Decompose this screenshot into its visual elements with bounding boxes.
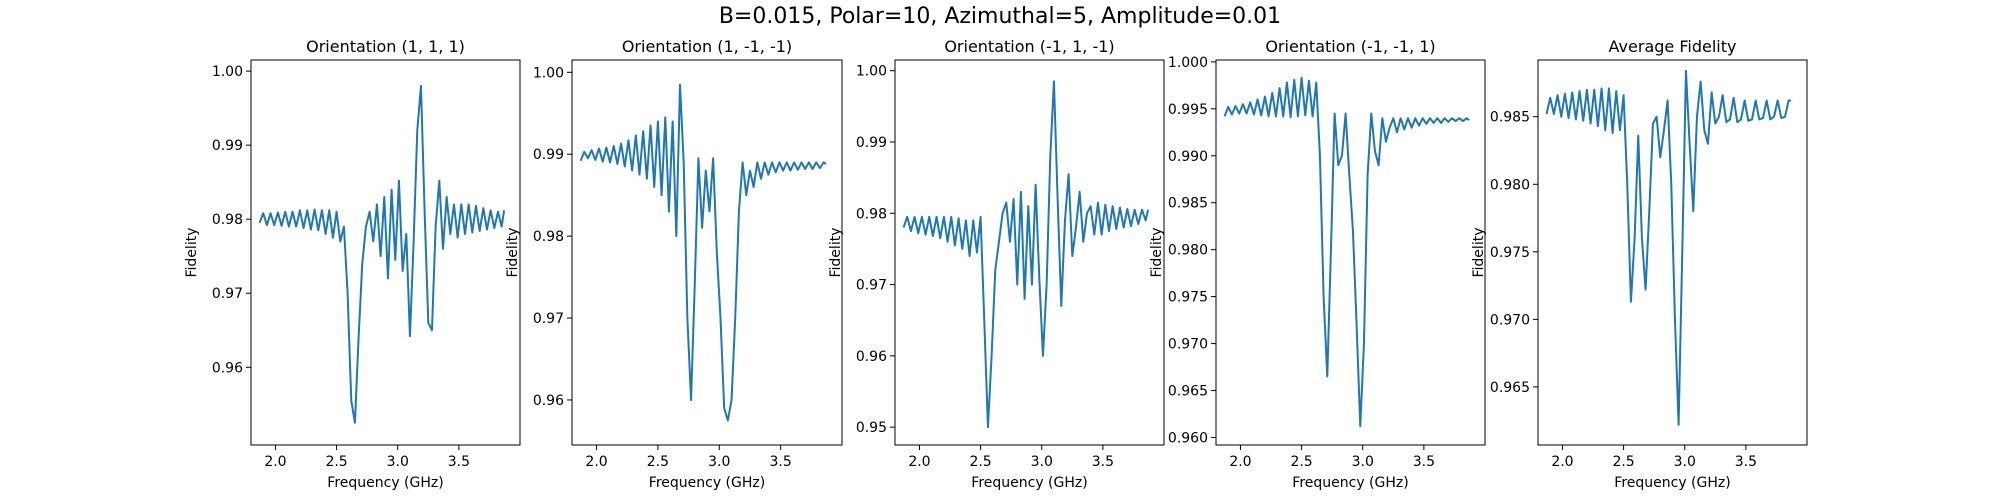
subplot-title: Orientation (-1, 1, -1)	[944, 37, 1114, 56]
axes-frame	[894, 59, 1165, 446]
x-tick-label: 3.5	[770, 454, 792, 470]
y-axis-label: Fidelity	[1149, 228, 1165, 278]
x-axis-label: Frequency (GHz)	[649, 475, 765, 491]
series-line	[1545, 69, 1792, 426]
y-tick-label: 1.00	[856, 64, 887, 80]
x-tick-label: 3.5	[1092, 454, 1114, 470]
y-tick-label: 0.960	[1168, 430, 1208, 446]
subplot-5: 2.0 2.5 3.0 3.5 0.965 0.970 0.975 0.980 0.985 Ave…	[1471, 37, 1808, 491]
y-tick-label: 0.96	[212, 360, 243, 376]
y-tick-label: 1.000	[1168, 55, 1208, 71]
x-tick-label: 2.5	[969, 454, 991, 470]
x-tick-label: 2.5	[325, 454, 347, 470]
x-tick-label: 2.5	[647, 454, 669, 470]
subplot-4: 2.0 2.5 3.0 3.5 0.960 0.965 0.970 0.975 0.980 0.9…	[1149, 37, 1486, 491]
subplot-3: 2.0 2.5 3.0 3.5 0.95 0.96 0.97 0.98 0.99 1.00 Orie…	[828, 37, 1165, 491]
x-tick-label: 3.0	[1674, 454, 1696, 470]
y-tick-label: 0.97	[212, 286, 243, 302]
subplot-title: Orientation (-1, -1, 1)	[1265, 37, 1435, 56]
subplot-title: Orientation (1, -1, -1)	[622, 37, 792, 56]
y-axis-label: Fidelity	[828, 228, 844, 278]
x-tick-label: 3.5	[448, 454, 470, 470]
y-tick-label: 0.96	[533, 393, 564, 409]
x-axis-label: Frequency (GHz)	[327, 475, 443, 491]
y-tick-label: 0.97	[856, 278, 887, 294]
y-tick-label: 0.965	[1490, 380, 1530, 396]
x-tick-label: 2.0	[585, 454, 607, 470]
series-line	[579, 83, 827, 422]
y-tick-label: 1.00	[533, 65, 564, 81]
y-tick-label: 0.99	[533, 147, 564, 163]
y-tick-label: 0.96	[856, 349, 887, 365]
series-line	[1223, 76, 1470, 428]
y-tick-label: 1.00	[212, 64, 243, 80]
axes-frame	[250, 59, 521, 446]
x-tick-label: 3.5	[1735, 454, 1757, 470]
y-tick-label: 0.95	[856, 420, 887, 436]
y-tick-label: 0.99	[212, 138, 243, 154]
x-tick-label: 3.0	[1031, 454, 1053, 470]
y-tick-label: 0.98	[533, 229, 564, 245]
subplot-title: Average Fidelity	[1609, 37, 1737, 56]
x-tick-label: 2.0	[1551, 454, 1573, 470]
x-tick-label: 3.5	[1413, 454, 1435, 470]
y-tick-label: 0.975	[1168, 290, 1208, 306]
y-tick-label: 0.975	[1490, 245, 1530, 261]
y-tick-label: 0.98	[856, 206, 887, 222]
y-axis-label: Fidelity	[505, 228, 521, 278]
figure-title: B=0.015, Polar=10, Azimuthal=5, Amplitud…	[718, 4, 1282, 29]
series-line	[258, 84, 506, 424]
y-tick-label: 0.980	[1490, 177, 1530, 193]
y-tick-label: 0.970	[1168, 337, 1208, 353]
x-tick-label: 3.0	[1352, 454, 1374, 470]
axes-frame	[1215, 59, 1486, 446]
x-tick-label: 2.0	[908, 454, 930, 470]
x-tick-label: 3.0	[387, 454, 409, 470]
x-axis-label: Frequency (GHz)	[971, 475, 1087, 491]
y-axis-label: Fidelity	[184, 228, 200, 278]
axes-frame	[1537, 59, 1808, 446]
y-tick-label: 0.985	[1168, 196, 1208, 212]
subplot-title: Orientation (1, 1, 1)	[306, 37, 465, 56]
series-line	[902, 80, 1150, 429]
y-tick-label: 0.990	[1168, 149, 1208, 165]
x-axis-label: Frequency (GHz)	[1292, 475, 1408, 491]
x-tick-label: 2.5	[1612, 454, 1634, 470]
y-axis-label: Fidelity	[1471, 228, 1487, 278]
y-tick-label: 0.985	[1490, 110, 1530, 126]
x-tick-label: 2.0	[264, 454, 286, 470]
x-axis-label: Frequency (GHz)	[1614, 475, 1730, 491]
subplot-1: 2.0 2.5 3.0 3.5 0.96 0.97 0.98 0.99 1.00 Orientat…	[184, 37, 521, 491]
y-tick-label: 0.97	[533, 311, 564, 327]
y-tick-label: 0.980	[1168, 243, 1208, 259]
x-tick-label: 3.0	[708, 454, 730, 470]
y-tick-label: 0.995	[1168, 102, 1208, 118]
y-tick-label: 0.98	[212, 212, 243, 228]
y-tick-label: 0.99	[856, 135, 887, 151]
x-tick-label: 2.0	[1229, 454, 1251, 470]
y-tick-label: 0.965	[1168, 384, 1208, 400]
x-tick-label: 2.5	[1290, 454, 1312, 470]
subplot-2: 2.0 2.5 3.0 3.5 0.96 0.97 0.98 0.99 1.00 Orientat…	[505, 37, 843, 491]
y-tick-label: 0.970	[1490, 312, 1530, 328]
axes-frame	[571, 59, 843, 446]
